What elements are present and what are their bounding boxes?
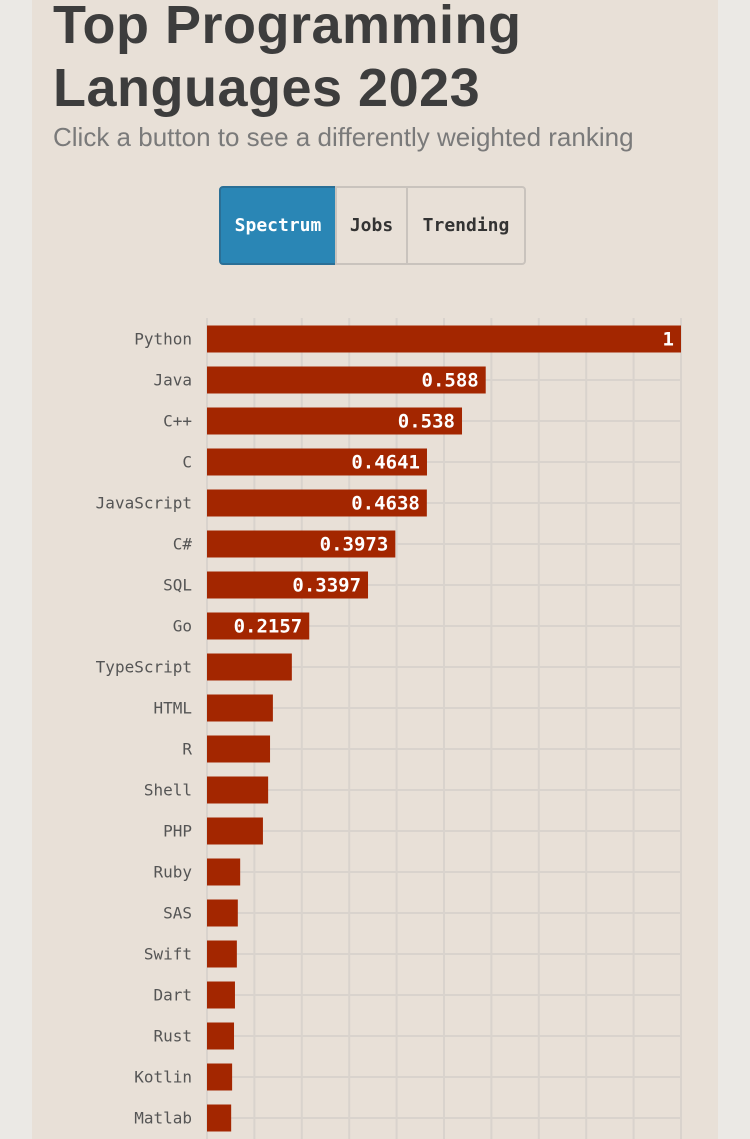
category-label: Rust (153, 1027, 192, 1046)
category-label: Matlab (134, 1109, 192, 1128)
bar (207, 489, 427, 517)
value-label: 0.3397 (292, 575, 361, 597)
category-label: Dart (153, 986, 192, 1005)
subtitle: Click a button to see a differently weig… (53, 122, 634, 152)
bar (207, 530, 396, 558)
value-label: 0.538 (398, 411, 455, 433)
value-label: 0.588 (422, 370, 479, 392)
category-label: TypeScript (96, 658, 192, 677)
category-label: C# (173, 535, 193, 554)
bar (207, 448, 427, 476)
value-label: 0.3973 (320, 534, 389, 556)
bar (207, 612, 310, 640)
ranking-button[interactable]: Trending (406, 186, 526, 265)
bar (207, 366, 486, 394)
bar (207, 981, 235, 1009)
category-label: HTML (153, 699, 192, 718)
category-label: Kotlin (134, 1068, 192, 1087)
bar (207, 571, 369, 599)
category-label: C++ (163, 412, 192, 431)
bar (207, 858, 241, 886)
bar (207, 735, 271, 763)
category-label: Java (153, 371, 192, 390)
category-label: SAS (163, 904, 192, 923)
category-label: Swift (144, 945, 192, 964)
category-label: JavaScript (96, 494, 192, 513)
bar (207, 653, 292, 681)
value-label: 1 (663, 329, 674, 351)
bar (207, 1063, 233, 1091)
value-label: 0.2157 (234, 616, 303, 638)
category-label: Shell (144, 781, 192, 800)
category-label: R (182, 740, 192, 759)
category-label: Python (134, 330, 192, 349)
category-label: PHP (163, 822, 192, 841)
bar (207, 1104, 232, 1132)
category-label: Go (173, 617, 192, 636)
ranking-button[interactable]: Spectrum (219, 186, 337, 265)
category-label: C (182, 453, 192, 472)
category-label: SQL (163, 576, 192, 595)
bar (207, 407, 463, 435)
button-group: Spectrum Jobs Trending (219, 186, 526, 265)
bar (207, 940, 237, 968)
category-label: Ruby (153, 863, 192, 882)
value-label: 0.4641 (351, 452, 420, 474)
bar (207, 694, 273, 722)
bar (207, 899, 238, 927)
bar (207, 817, 263, 845)
page-title: Top Programming Languages 2023 (53, 0, 522, 118)
bar (207, 776, 269, 804)
value-label: 0.4638 (351, 493, 420, 515)
bar (207, 325, 681, 353)
bar (207, 1022, 235, 1050)
